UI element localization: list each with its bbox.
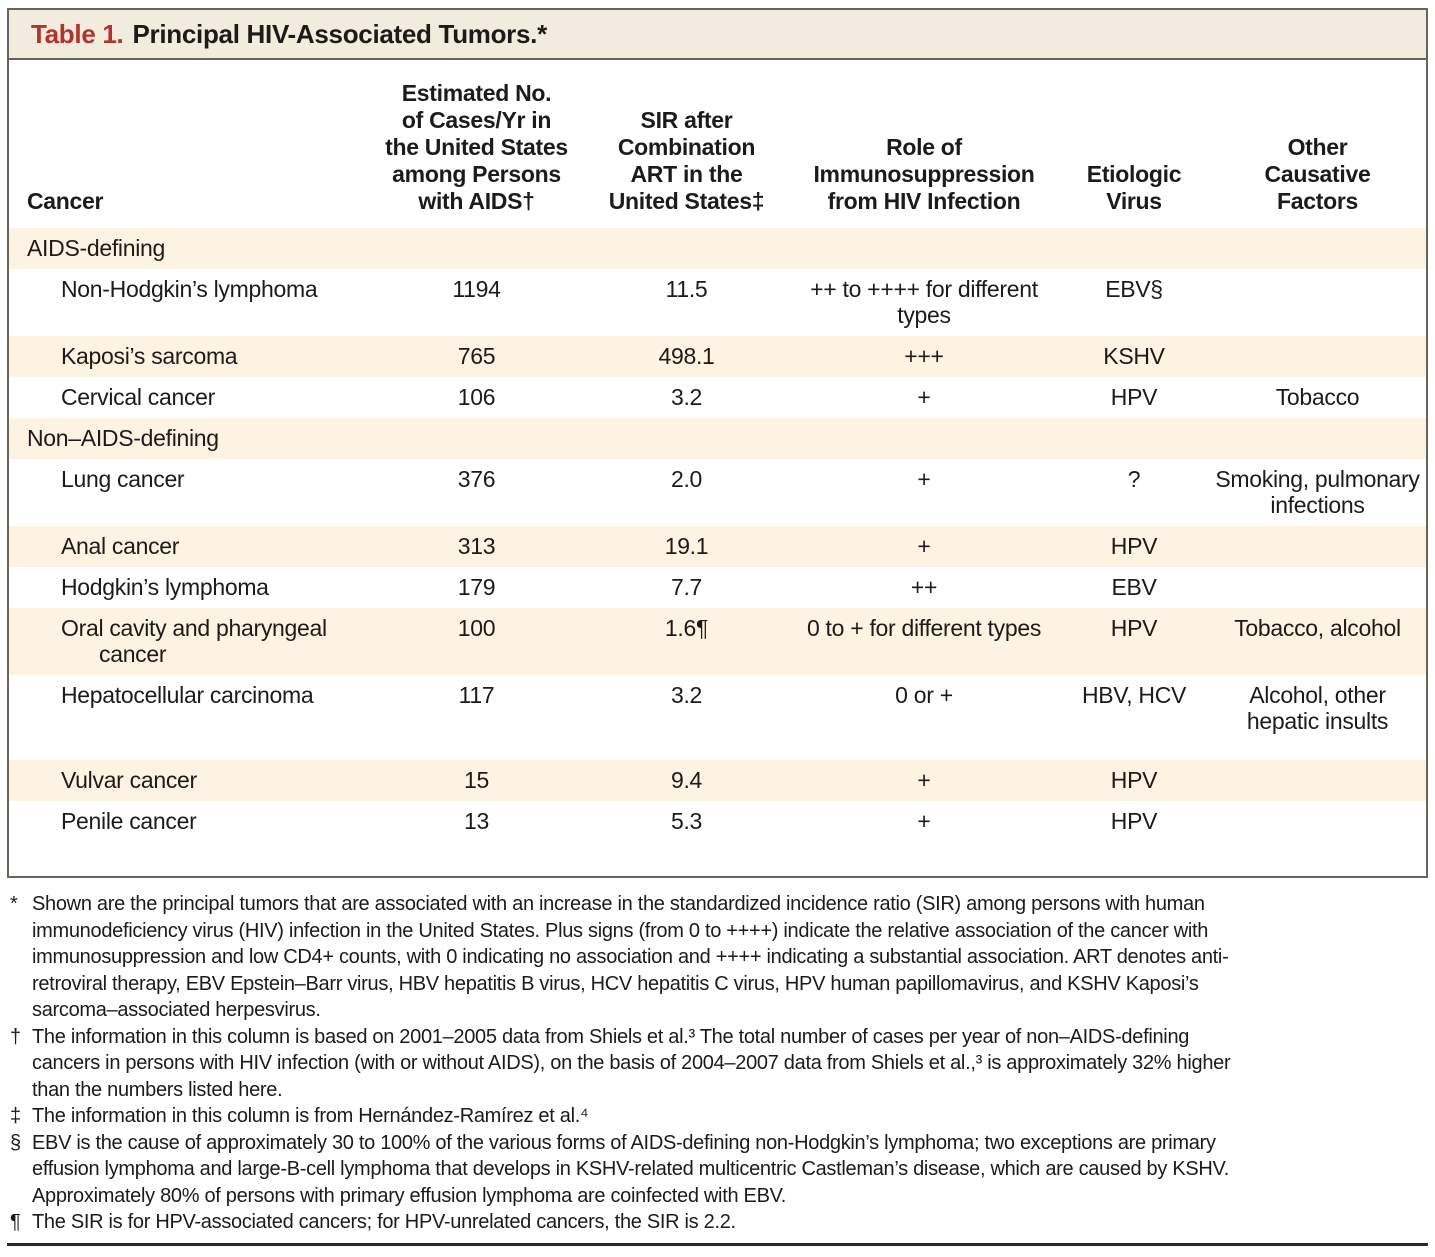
cases-value: 1194 [452, 276, 501, 302]
immunosuppression-value: +++ [904, 343, 944, 369]
section-label: AIDS-defining [27, 235, 166, 261]
cases-value: 13 [464, 808, 489, 834]
table-row-vulvar-cancer: Vulvar cancer 15 9.4 + HPV [9, 760, 1426, 801]
virus-value: HPV [1110, 615, 1158, 641]
footnote-symbol: † [10, 1025, 21, 1048]
column-header-sir: SIR after Combination ART in the United … [608, 107, 765, 214]
table-row-non-hodgkins-lymphoma: Non-Hodgkin’s lymphoma 1194 11.5 ++ to +… [9, 269, 1426, 336]
table-bottom-spacer [9, 842, 1426, 876]
immunosuppression-value: 0 to + for different types [806, 615, 1042, 641]
table-row-aids-defining: AIDS-defining [9, 228, 1426, 269]
footnote-symbol: ‡ [10, 1105, 21, 1127]
cancer-name: Oral cavity and pharyngeal cancer [61, 615, 327, 667]
immunosuppression-value: ++ [910, 574, 938, 600]
cancer-name: Hodgkin’s lymphoma [61, 574, 269, 600]
other-factors-value: Smoking, pulmonary infections [1215, 466, 1420, 518]
footnote-text: The information in this column is from H… [32, 1105, 589, 1127]
footnote-asterisk: * Shown are the principal tumors that ar… [10, 891, 1428, 1024]
footnote-symbol: § [10, 1131, 21, 1154]
immunosuppression-value: ++ to ++++ for different types [810, 276, 1038, 328]
footnotes-block: * Shown are the principal tumors that ar… [10, 891, 1428, 1236]
cases-value: 117 [458, 682, 495, 708]
sir-value: 1.6¶ [664, 615, 709, 641]
other-factors-value: Alcohol, other hepatic insults [1246, 682, 1389, 734]
cases-value: 765 [457, 343, 496, 369]
column-header-immunosuppression: Role of Immunosuppression from HIV Infec… [813, 134, 1035, 214]
virus-value: KSHV [1103, 343, 1165, 369]
virus-value: HPV [1110, 384, 1158, 410]
sir-value: 5.3 [670, 808, 703, 834]
immunosuppression-value: 0 or + [895, 682, 953, 708]
table-title: Principal HIV-Associated Tumors.* [132, 18, 548, 49]
footnote-symbol: * [10, 893, 18, 915]
section-label: Non–AIDS-defining [27, 425, 219, 451]
virus-value: ? [1127, 466, 1141, 492]
cancer-name: Lung cancer [61, 466, 185, 492]
sir-value: 19.1 [664, 533, 709, 559]
column-header-other-factors: Other Causative Factors [1264, 134, 1371, 214]
immunosuppression-value: + [917, 767, 931, 793]
table-row-anal-cancer: Anal cancer 313 19.1 + HPV [9, 526, 1426, 567]
table-row-lung-cancer: Lung cancer 376 2.0 + ? Smoking, pulmona… [9, 459, 1426, 526]
footnote-symbol: ¶ [10, 1211, 21, 1233]
table-row-oral-cavity-pharyngeal: Oral cavity and pharyngeal cancer 100 1.… [9, 608, 1426, 675]
virus-value: EBV [1111, 574, 1157, 600]
cases-value: 106 [457, 384, 496, 410]
virus-value: HPV [1110, 767, 1158, 793]
cancer-name: Vulvar cancer [61, 767, 197, 793]
immunosuppression-value: + [917, 533, 931, 559]
cancer-name: Penile cancer [61, 808, 197, 834]
page-bottom-rule [7, 1243, 1428, 1246]
cases-value: 100 [457, 615, 496, 641]
immunosuppression-value: + [917, 808, 931, 834]
footnote-text: The SIR is for HPV-associated cancers; f… [32, 1211, 736, 1233]
footnote-double-dagger: ‡ The information in this column is from… [10, 1103, 1428, 1130]
sir-value: 3.2 [670, 384, 703, 410]
table-row-hepatocellular-carcinoma: Hepatocellular carcinoma 117 3.2 0 or + … [9, 675, 1426, 760]
virus-value: HBV, HCV [1081, 682, 1187, 708]
footnote-section-mark: § EBV is the cause of approximately 30 t… [10, 1130, 1428, 1210]
virus-value: HPV [1110, 533, 1158, 559]
sir-value: 3.2 [670, 682, 703, 708]
column-header-cases: Estimated No. of Cases/Yr in the United … [385, 80, 568, 214]
table-row-hodgkins-lymphoma: Hodgkin’s lymphoma 179 7.7 ++ EBV [9, 567, 1426, 608]
cases-value: 15 [464, 767, 489, 793]
cases-value: 376 [457, 466, 496, 492]
sir-value: 7.7 [670, 574, 703, 600]
column-header-cancer: Cancer [27, 188, 104, 214]
footnote-dagger: † The information in this column is base… [10, 1024, 1428, 1104]
cancer-name: Non-Hodgkin’s lymphoma [61, 276, 318, 302]
other-factors-value: Tobacco, alcohol [1234, 615, 1401, 641]
table-title-bar: Table 1. Principal HIV-Associated Tumors… [9, 10, 1426, 60]
table-row-penile-cancer: Penile cancer 13 5.3 + HPV [9, 801, 1426, 842]
immunosuppression-value: + [917, 466, 931, 492]
cases-value: 313 [457, 533, 496, 559]
immunosuppression-value: + [917, 384, 931, 410]
sir-value: 9.4 [670, 767, 703, 793]
cancer-name: Kaposi’s sarcoma [61, 343, 238, 369]
virus-value: HPV [1110, 808, 1158, 834]
column-header-etiologic-virus: Etiologic Virus [1086, 161, 1182, 214]
cases-value: 179 [457, 574, 496, 600]
table-row-kaposis-sarcoma: Kaposi’s sarcoma 765 498.1 +++ KSHV [9, 336, 1426, 377]
table-container: Table 1. Principal HIV-Associated Tumors… [7, 8, 1428, 878]
cancer-name: Anal cancer [61, 533, 180, 559]
virus-value: EBV§ [1105, 276, 1163, 302]
footnote-text: EBV is the cause of approximately 30 to … [32, 1131, 1230, 1207]
sir-value: 498.1 [658, 343, 715, 369]
other-factors-value: Tobacco [1275, 384, 1360, 410]
table-header-row: Cancer Estimated No. of Cases/Yr in the … [9, 60, 1426, 228]
footnote-pilcrow: ¶ The SIR is for HPV-associated cancers;… [10, 1209, 1428, 1236]
table-number-label: Table 1. [31, 18, 124, 49]
cancer-name: Hepatocellular carcinoma [61, 682, 314, 708]
table-row-non-aids-defining: Non–AIDS-defining [9, 418, 1426, 459]
footnote-text: Shown are the principal tumors that are … [32, 893, 1229, 1021]
cancer-name: Cervical cancer [61, 384, 215, 410]
sir-value: 2.0 [670, 466, 703, 492]
table-row-cervical-cancer: Cervical cancer 106 3.2 + HPV Tobacco [9, 377, 1426, 418]
sir-value: 11.5 [665, 276, 708, 302]
footnote-text: The information in this column is based … [32, 1025, 1231, 1101]
